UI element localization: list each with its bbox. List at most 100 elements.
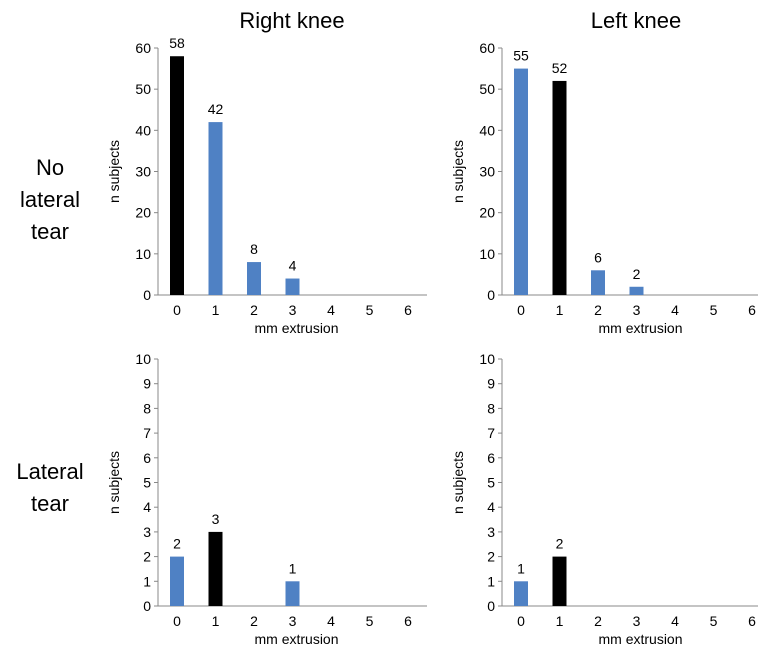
x-tick-label: 3 [633,302,641,318]
y-tick-label: 3 [487,524,495,540]
x-tick-label: 0 [173,302,181,318]
y-tick-label: 9 [487,376,495,392]
x-tick-label: 6 [748,613,756,629]
y-tick-label: 8 [487,400,495,416]
y-tick-label: 2 [143,549,151,565]
bar [629,286,644,295]
x-tick-label: 0 [517,302,525,318]
x-tick-label: 3 [633,613,641,629]
y-tick-label: 10 [479,351,495,367]
y-tick-label: 20 [479,205,495,221]
data-label: 3 [212,511,220,527]
x-tick-label: 5 [366,613,374,629]
data-label: 55 [513,48,529,64]
y-tick-label: 7 [487,425,495,441]
bar [208,122,223,295]
data-label: 58 [169,35,185,51]
bar [285,581,300,606]
column-title-right-knee: Right knee [239,8,345,33]
y-tick-label: 1 [143,573,151,589]
bar [552,556,567,606]
data-label: 4 [289,258,297,274]
bar [591,270,605,295]
y-tick-label: 0 [143,598,151,614]
x-tick-label: 4 [671,613,679,629]
row-label-lateral-tear: Lateral tear [0,456,100,520]
x-tick-label: 5 [710,302,718,318]
bar [208,531,223,606]
row-label-line: tear [31,491,69,516]
x-axis-label: mm extrusion [254,631,338,645]
y-tick-label: 0 [487,287,495,303]
data-label: 2 [173,536,181,552]
y-tick-label: 0 [487,598,495,614]
y-tick-label: 50 [135,81,151,97]
x-tick-label: 3 [289,302,297,318]
y-tick-label: 30 [479,164,495,180]
column-title-left-knee: Left knee [590,8,682,33]
data-label: 2 [633,266,641,282]
y-tick-label: 8 [143,400,151,416]
data-label: 8 [250,241,258,257]
y-tick-label: 10 [135,246,151,262]
data-label: 6 [594,249,602,265]
y-axis-label: n subjects [450,451,466,514]
y-tick-label: 30 [135,164,151,180]
bar [552,80,567,295]
x-tick-label: 4 [327,613,335,629]
bar [247,262,261,295]
data-label: 1 [289,560,297,576]
y-tick-label: 6 [143,450,151,466]
bar [514,581,528,606]
row-label-line: No [35,155,65,180]
y-tick-label: 20 [135,205,151,221]
x-tick-label: 4 [327,302,335,318]
y-tick-label: 40 [135,122,151,138]
y-tick-label: 5 [143,475,151,491]
y-tick-label: 4 [143,499,151,515]
data-label: 2 [556,536,564,552]
bar [285,278,300,295]
x-tick-label: 4 [671,302,679,318]
x-tick-label: 6 [404,613,412,629]
x-tick-label: 2 [250,613,258,629]
y-axis-label: n subjects [450,140,466,203]
data-label: 52 [552,60,568,76]
y-tick-label: 60 [479,40,495,56]
x-tick-label: 1 [556,302,564,318]
x-tick-label: 1 [556,613,564,629]
y-tick-label: 10 [479,246,495,262]
x-axis-label: mm extrusion [598,631,682,645]
row-label-no-lateral-tear: No lateral tear [0,152,100,248]
data-label: 1 [517,560,525,576]
y-tick-label: 2 [487,549,495,565]
bar [170,556,184,606]
y-tick-label: 0 [143,287,151,303]
bar [514,68,528,295]
y-tick-label: 60 [135,40,151,56]
x-tick-label: 0 [173,613,181,629]
x-tick-label: 2 [594,613,602,629]
x-tick-label: 0 [517,613,525,629]
x-tick-label: 5 [710,613,718,629]
x-tick-label: 5 [366,302,374,318]
y-tick-label: 9 [143,376,151,392]
y-axis-label: n subjects [106,140,122,203]
y-tick-label: 6 [487,450,495,466]
data-label: 42 [208,101,224,117]
y-axis-label: n subjects [106,451,122,514]
row-label-line: tear [31,219,69,244]
x-tick-label: 2 [250,302,258,318]
y-tick-label: 4 [487,499,495,515]
x-tick-label: 6 [748,302,756,318]
x-tick-label: 3 [289,613,297,629]
x-tick-label: 1 [212,613,220,629]
x-tick-label: 2 [594,302,602,318]
x-axis-label: mm extrusion [254,320,338,336]
x-axis-label: mm extrusion [598,320,682,336]
y-tick-label: 10 [135,351,151,367]
y-tick-label: 40 [479,122,495,138]
row-label-line: Lateral [16,459,84,484]
y-tick-label: 50 [479,81,495,97]
